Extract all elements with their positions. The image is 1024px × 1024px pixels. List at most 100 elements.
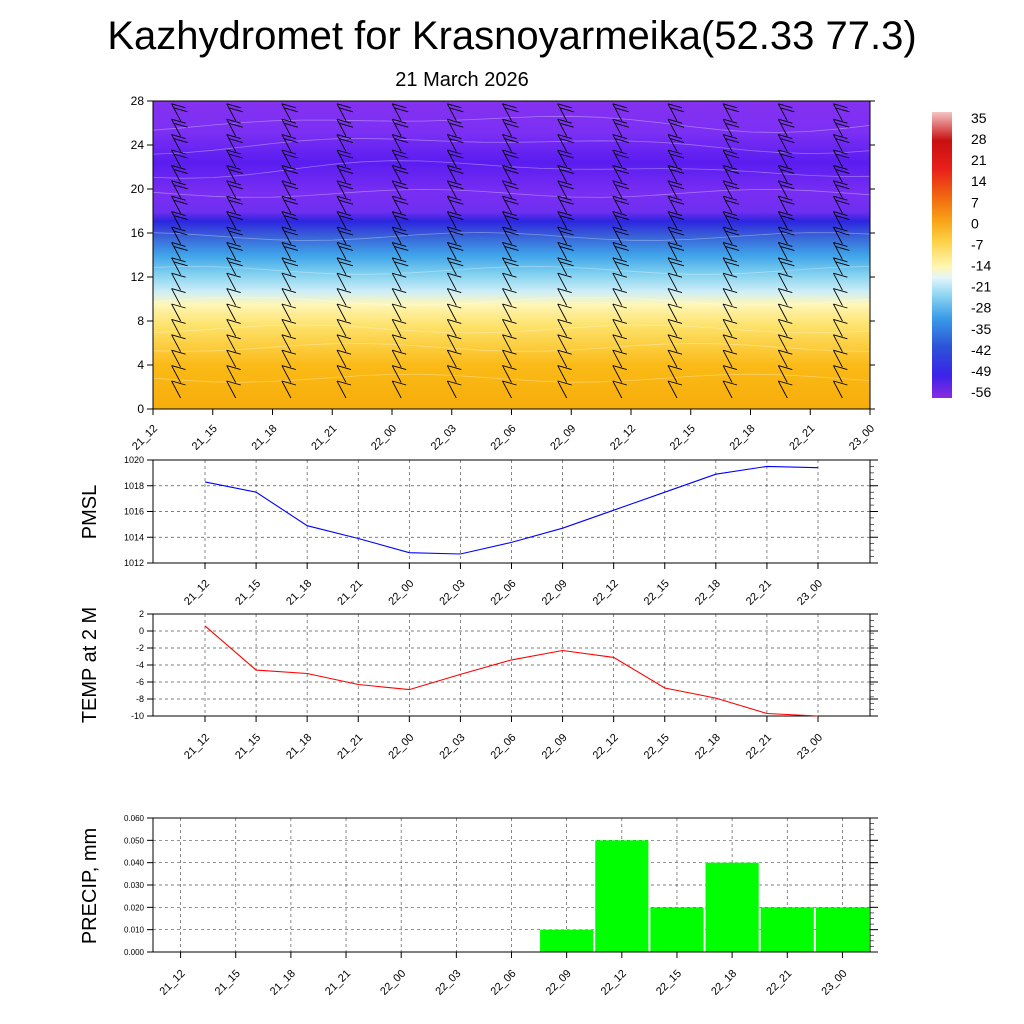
wind-barb-flag <box>338 107 354 113</box>
wind-barb <box>722 380 733 399</box>
wind-barb-flag <box>392 303 407 309</box>
pmsl-x-tick-label: 22_00 <box>386 578 416 608</box>
wind-barb <box>502 134 512 152</box>
wind-barb-flag <box>394 245 409 251</box>
wind-barb-flag <box>722 211 738 217</box>
wind-barb-flag <box>780 199 795 205</box>
wind-barb-flag <box>173 215 188 221</box>
wind-barb-flag <box>835 215 850 221</box>
wind-barb-flag <box>502 134 517 140</box>
wind-barb <box>502 242 512 260</box>
wind-barb <box>833 149 843 168</box>
wind-barb-flag <box>669 215 685 221</box>
colorbar: 35 28 21 14 7 0 -7 -14 -21 -28 -35 -42 -49 -56 <box>932 110 991 400</box>
wind-barb <box>777 165 788 183</box>
wind-barb-flag <box>778 288 793 294</box>
colorbar-gradient <box>932 112 952 398</box>
wind-barb <box>777 242 788 260</box>
wind-barb-flag <box>226 380 241 386</box>
cross-section-y-tick-label: 28 <box>131 94 145 108</box>
wind-barb <box>446 118 457 137</box>
wind-barb <box>336 334 347 353</box>
wind-barb-flag <box>394 230 409 236</box>
wind-barb-flag <box>171 303 186 309</box>
wind-barb <box>612 365 623 383</box>
wind-barb <box>502 334 512 353</box>
wind-barb <box>391 118 402 137</box>
wind-barb <box>171 349 181 368</box>
wind-barb <box>446 242 457 260</box>
wind-barb-flag <box>833 241 848 247</box>
wind-barb-flag <box>612 334 627 340</box>
wind-barb-flag <box>228 122 243 128</box>
wind-barb-flag <box>338 215 354 221</box>
wind-barb-flag <box>557 303 572 309</box>
wind-barb <box>612 257 623 276</box>
precip-x-tick-label: 21_12 <box>158 968 188 998</box>
wind-barb-flag <box>171 211 186 217</box>
wind-barb-flag <box>392 380 407 386</box>
wind-barb-flag <box>226 149 241 155</box>
wind-barb <box>667 226 678 245</box>
wind-barb <box>281 149 292 168</box>
wind-barb-flag <box>833 134 848 140</box>
wind-barb-flag <box>447 103 462 109</box>
wind-barb-flag <box>724 184 740 190</box>
precip-x-tick-label: 22_03 <box>433 968 463 998</box>
wind-barb <box>336 195 347 214</box>
wind-barb-flag <box>667 365 683 371</box>
contour-line <box>152 115 871 133</box>
wind-barb-flag <box>833 349 848 355</box>
cross-section-x-tick-label: 21_12 <box>130 423 160 453</box>
wind-barb-flag <box>171 288 186 294</box>
wind-barb-flag <box>171 164 186 170</box>
wind-barb-flag <box>283 215 299 221</box>
wind-barb <box>446 180 457 199</box>
wind-barb-flag <box>449 122 464 128</box>
wind-barb-flag <box>559 184 574 190</box>
wind-barb <box>722 288 733 306</box>
precip-x-tick-label: 22_21 <box>764 968 794 998</box>
wind-barb <box>722 303 733 322</box>
wind-barb <box>557 334 568 353</box>
cross-section-y-tick-label: 24 <box>131 138 145 152</box>
colorbar-label: -42 <box>971 342 991 358</box>
wind-barb <box>667 380 678 399</box>
wind-barb-flag <box>559 230 574 236</box>
wind-barb-flag <box>173 107 188 113</box>
wind-barb-flag <box>449 261 464 267</box>
cross-section-y-tick-label: 16 <box>131 226 145 240</box>
wind-barb <box>557 257 568 276</box>
wind-barb-flag <box>171 334 186 340</box>
wind-barb <box>722 226 733 245</box>
wind-barb-flag <box>614 122 629 128</box>
precip-y-tick-label: 0.040 <box>124 859 145 868</box>
wind-barb <box>446 195 457 214</box>
precip-x-tick-label: 22_15 <box>654 968 684 998</box>
wind-barb-flag <box>778 334 793 340</box>
cross-section-x-tick-label: 22_06 <box>489 423 519 453</box>
wind-barb-flag <box>504 261 519 267</box>
wind-barb-flag <box>281 118 297 124</box>
temp-2m-y-tick-label: -2 <box>136 643 144 653</box>
wind-barb-flag <box>447 164 462 170</box>
wind-barb <box>557 303 568 322</box>
wind-barb-flag <box>228 138 243 144</box>
wind-barb <box>446 288 457 306</box>
wind-barb <box>336 149 347 168</box>
wind-barb-flag <box>283 168 299 174</box>
wind-barb <box>667 257 678 276</box>
wind-barb-flag <box>226 257 241 263</box>
wind-barb-flag <box>171 349 186 355</box>
wind-barb-flag <box>778 241 793 247</box>
wind-barb-flag <box>612 134 627 140</box>
wind-barb-flag <box>722 272 738 278</box>
precip-y-tick-label: 0.060 <box>124 814 145 823</box>
wind-barb-flag <box>667 257 683 263</box>
wind-barb <box>667 272 678 291</box>
wind-barb-flag <box>281 195 297 201</box>
wind-barb <box>612 272 623 291</box>
wind-barb <box>557 272 568 291</box>
wind-barb-flag <box>394 168 409 174</box>
